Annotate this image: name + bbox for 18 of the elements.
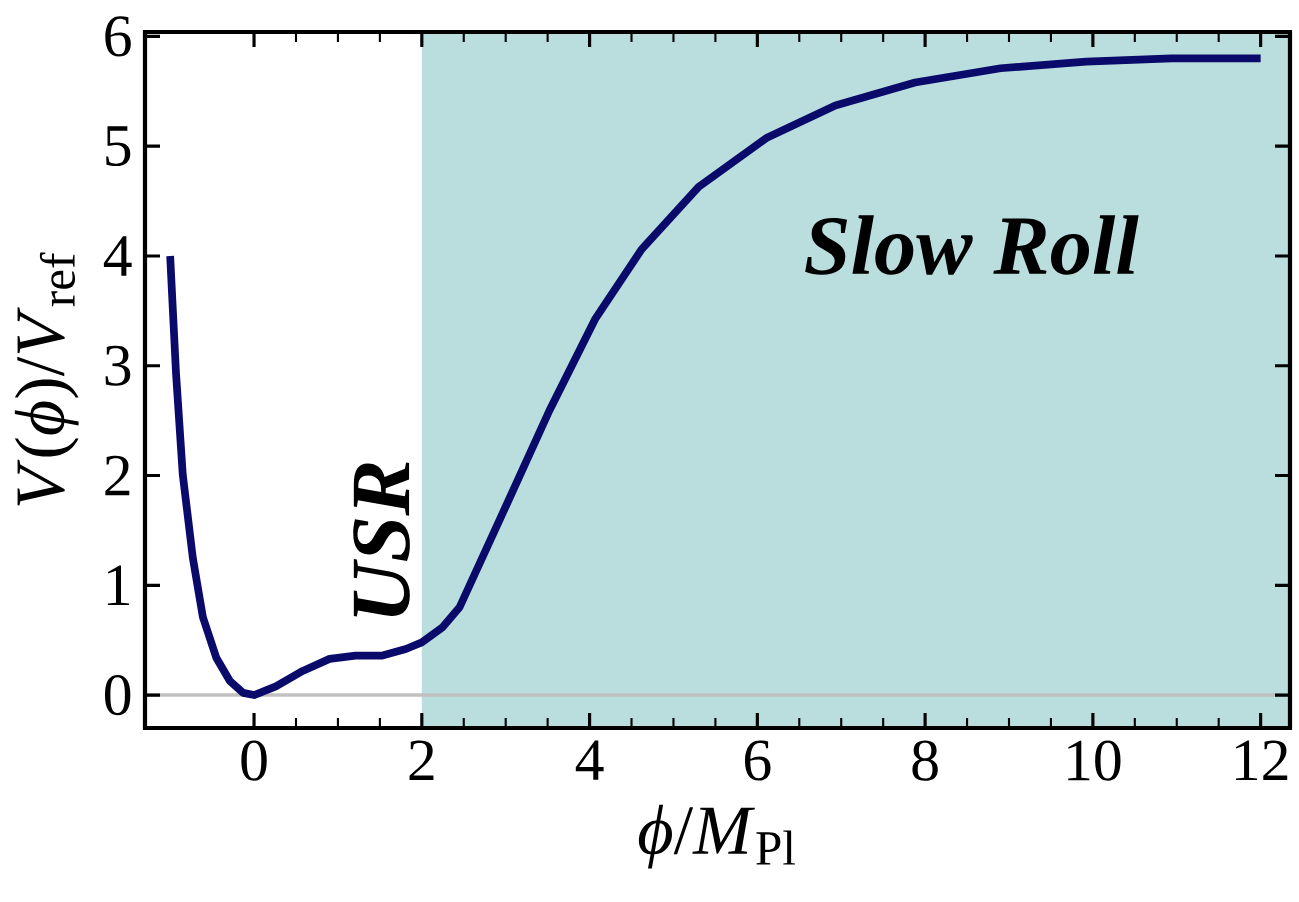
x-tick-label: 2 [409, 740, 434, 780]
x-tick-label: 8 [912, 740, 938, 781]
y-tick-label: 2 [105, 455, 130, 496]
x-axis-title: ϕ/M$_{Pl}$ [638, 804, 795, 869]
y-tick-label: 5 [106, 126, 131, 167]
y-tick-label: 3 [105, 345, 131, 386]
y-tick-label: 1 [107, 565, 129, 606]
y-axis-title: V(ϕ)/V$_{ref}$ [14, 252, 79, 506]
x-tick-label: 4 [575, 740, 604, 780]
annotation: Slow Roll [805, 215, 1139, 275]
annotation: USR [353, 462, 410, 617]
x-tick-label: 12 [1236, 740, 1288, 780]
y-tick-label: 6 [105, 16, 131, 57]
x-tick-label: 0 [241, 740, 267, 781]
y-tick-label: 0 [104, 674, 131, 716]
x-tick-label: 6 [745, 740, 771, 781]
y-tick-label: 4 [103, 236, 132, 276]
x-tick-label: 10 [1068, 740, 1121, 781]
